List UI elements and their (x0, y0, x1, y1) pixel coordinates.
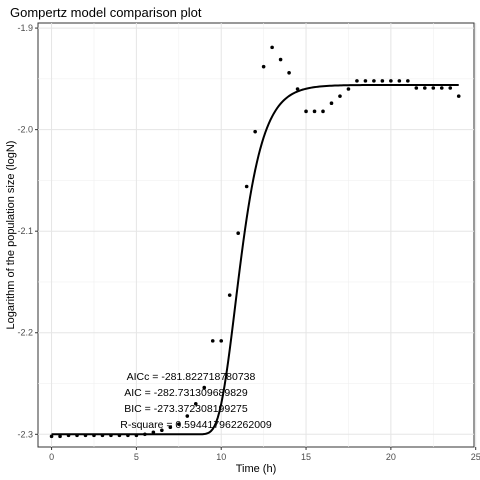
data-point (143, 432, 147, 437)
y-tick-label: -1.9 (17, 23, 33, 33)
data-point (321, 109, 325, 114)
data-point (389, 79, 393, 83)
data-point (177, 422, 181, 426)
data-point (261, 64, 266, 69)
data-point (456, 94, 461, 98)
data-point (185, 414, 190, 418)
stat-rsquare: R-square = 0.594417962262009 (120, 419, 272, 431)
data-point (151, 430, 156, 435)
data-point (210, 339, 215, 343)
data-point (338, 94, 342, 98)
fit-statistics: AICc = -281.822718780738 AIC = -282.7313… (120, 371, 272, 431)
data-point (134, 433, 139, 438)
x-tick-label: 5 (134, 452, 139, 462)
axis-ticks: 0 5 10 15 20 25 -2.3 -2.2 -2.1 -2.0 -1.9 (17, 23, 480, 462)
y-tick-label: -2.1 (17, 226, 33, 236)
data-point (83, 433, 88, 438)
y-tick-label: -2.3 (17, 429, 33, 439)
data-point (253, 129, 257, 134)
x-tick-label: 0 (49, 452, 54, 462)
x-axis-label: Time (h) (236, 463, 277, 475)
data-point (75, 433, 79, 438)
y-axis-label: Logarithm of the population size (logN) (5, 141, 17, 330)
data-point (414, 86, 419, 90)
stat-bic: BIC = -273.372308199275 (124, 403, 248, 415)
data-point (448, 86, 453, 90)
data-point (160, 428, 164, 433)
data-point (126, 433, 130, 438)
data-point (227, 293, 232, 297)
grid (38, 23, 477, 447)
data-point (355, 79, 359, 83)
x-tick-label: 10 (216, 452, 226, 462)
data-point (49, 434, 54, 439)
data-point (329, 101, 334, 106)
x-tick-label: 15 (301, 452, 311, 462)
data-point (380, 79, 385, 83)
x-tick-label: 20 (386, 452, 396, 462)
data-point (92, 433, 96, 438)
data-point (372, 79, 376, 83)
data-point (66, 433, 71, 438)
data-point (117, 433, 122, 438)
data-point (244, 184, 249, 189)
data-point (202, 385, 207, 390)
data-point (236, 231, 240, 236)
data-point (58, 434, 62, 439)
data-point (423, 86, 427, 90)
data-point (270, 45, 274, 50)
x-tick-label: 25 (471, 452, 480, 462)
data-point (168, 425, 173, 429)
data-point (295, 87, 300, 91)
data-point (397, 79, 402, 83)
y-tick-label: -2.0 (17, 125, 33, 135)
data-point (439, 86, 444, 90)
stat-aicc: AICc = -281.822718780738 (127, 371, 256, 383)
data-point (109, 433, 113, 438)
plot-panel (37, 22, 475, 448)
data-point (363, 79, 368, 83)
chart-title: Gompertz model comparison plot (10, 5, 202, 20)
data-point (346, 87, 351, 91)
data-point (406, 79, 410, 83)
data-point (431, 86, 436, 90)
data-point (278, 57, 283, 62)
data-point (100, 433, 105, 438)
data-points (49, 45, 461, 439)
data-point (219, 339, 224, 343)
data-point (312, 109, 317, 114)
data-point (304, 109, 308, 114)
y-tick-label: -2.2 (17, 328, 33, 338)
data-point (287, 70, 291, 75)
stat-aic: AIC = -282.731309689829 (124, 387, 248, 399)
data-point (193, 402, 198, 406)
